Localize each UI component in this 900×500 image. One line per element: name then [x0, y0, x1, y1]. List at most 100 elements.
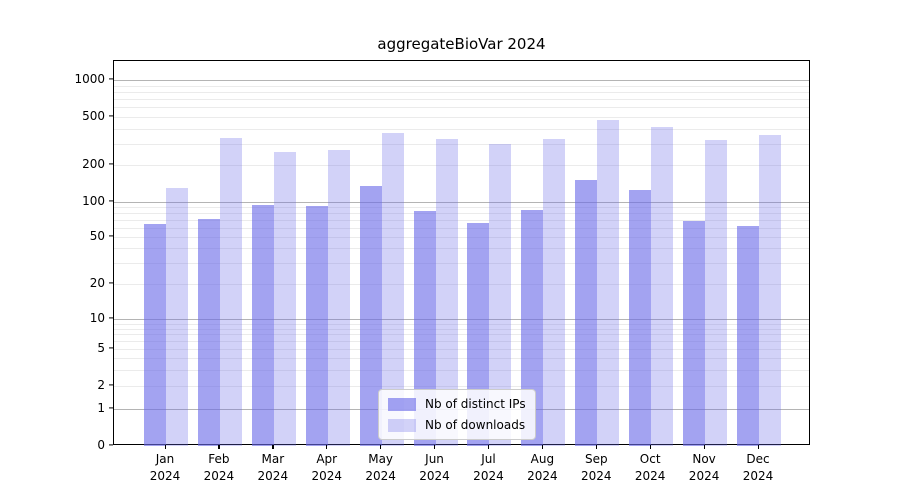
x-tick-month: Aug — [530, 452, 555, 466]
y-tick-label-2: 2 — [97, 378, 105, 392]
x-tick-mark-jul — [487, 445, 490, 449]
y-tick-label-1000: 1000 — [74, 72, 105, 86]
y-tick-label-10: 10 — [89, 311, 105, 325]
bar-downloads-oct — [651, 127, 674, 446]
x-tick-mark-mar — [272, 445, 274, 449]
x-tick-year: 2024 — [473, 468, 504, 483]
x-tick-year: 2024 — [634, 468, 666, 483]
bar-downloads-dec — [759, 134, 781, 446]
x-tick-label-may: May 2024 — [365, 451, 396, 484]
x-tick-label-apr: Apr 2024 — [311, 451, 342, 484]
gridline-major-1000 — [114, 80, 809, 81]
bar-downloads-mar — [273, 152, 296, 446]
x-tick-year: 2024 — [527, 468, 558, 483]
bar-distinct-ips-feb — [197, 218, 220, 446]
gridline-minor-70 — [114, 220, 809, 221]
x-tick-label-mar: Mar 2024 — [258, 451, 289, 484]
gridline-minor-60 — [114, 227, 809, 229]
x-tick-mark-sep — [595, 445, 597, 449]
x-tick-year: 2024 — [257, 468, 289, 483]
x-tick-mark-jun — [434, 445, 436, 449]
y-tick-mark-5 — [108, 347, 113, 349]
gridline-minor-90 — [114, 207, 809, 209]
gridline-major-100 — [114, 202, 809, 203]
x-tick-month: Jul — [481, 452, 496, 466]
gridline-minor-6 — [114, 341, 809, 343]
y-tick-mark-20 — [108, 282, 113, 284]
x-tick-mark-oct — [649, 445, 651, 449]
gridline-minor-300 — [114, 143, 809, 145]
x-tick-label-feb: Feb 2024 — [204, 451, 235, 484]
legend-swatch-distinct-ips — [388, 397, 416, 411]
gridline-minor-800 — [114, 91, 809, 93]
y-tick-label-5: 5 — [97, 341, 105, 355]
gridline-minor-50 — [114, 237, 809, 238]
gridline-minor-500 — [114, 117, 809, 118]
x-tick-mark-feb — [218, 445, 220, 449]
gridline-minor-600 — [114, 107, 809, 109]
x-tick-month: Sep — [584, 452, 608, 466]
bar-distinct-ips-jan — [144, 223, 166, 446]
gridline-minor-4 — [114, 358, 809, 359]
x-tick-mark-aug — [541, 445, 544, 449]
bar-downloads-jul — [489, 143, 512, 446]
y-tick-mark-100 — [108, 200, 113, 202]
legend-label-downloads: Nb of downloads — [425, 418, 526, 432]
x-tick-month: Mar — [261, 452, 285, 466]
bar-distinct-ips-sep — [575, 180, 598, 446]
x-tick-mark-jan — [164, 445, 166, 449]
x-tick-mark-apr — [326, 445, 328, 449]
y-tick-mark-1 — [108, 407, 113, 409]
x-tick-month: Apr — [316, 452, 338, 466]
y-tick-label-1: 1 — [97, 401, 105, 415]
gridline-minor-20 — [114, 284, 809, 285]
y-tick-mark-10 — [108, 317, 113, 319]
y-tick-mark-0 — [108, 444, 113, 446]
gridline-minor-700 — [114, 99, 809, 101]
x-tick-label-jun: Jun 2024 — [419, 451, 450, 484]
bar-downloads-nov — [705, 140, 728, 446]
x-tick-month: May — [368, 452, 394, 466]
x-tick-month: Jun — [425, 452, 444, 466]
gridline-minor-5 — [114, 349, 809, 350]
bar-downloads-may — [381, 133, 404, 446]
x-tick-year: 2024 — [149, 468, 181, 483]
y-tick-label-100: 100 — [82, 194, 105, 208]
x-tick-year: 2024 — [203, 468, 235, 483]
x-tick-mark-dec — [757, 445, 759, 449]
x-tick-month: Dec — [746, 452, 770, 466]
gridline-major-10 — [114, 319, 809, 320]
bar-distinct-ips-oct — [629, 190, 652, 446]
x-tick-label-aug: Aug 2024 — [527, 451, 558, 484]
legend: Nb of distinct IPs Nb of downloads — [378, 389, 536, 440]
bar-distinct-ips-dec — [737, 226, 759, 446]
x-tick-month: Jan — [155, 452, 175, 466]
gridline-minor-7 — [114, 334, 809, 336]
bar-downloads-jan — [166, 187, 188, 446]
y-tick-label-200: 200 — [82, 157, 105, 171]
bar-distinct-ips-apr — [305, 205, 328, 446]
y-tick-mark-1000 — [108, 78, 113, 80]
x-tick-mark-nov — [703, 445, 705, 449]
x-tick-year: 2024 — [419, 468, 450, 483]
x-tick-label-dec: Dec 2024 — [743, 451, 774, 484]
bar-downloads-apr — [327, 150, 350, 446]
y-tick-label-50: 50 — [89, 229, 105, 243]
x-tick-year: 2024 — [580, 468, 612, 483]
x-tick-mark-may — [380, 445, 382, 449]
plot-area: Nb of distinct IPs Nb of downloads — [113, 60, 810, 446]
gridline-minor-200 — [114, 165, 809, 166]
y-tick-label-500: 500 — [82, 109, 105, 123]
bar-downloads-aug — [543, 138, 566, 446]
y-tick-mark-2 — [108, 384, 113, 386]
legend-row-distinct-ips: Nb of distinct IPs — [388, 396, 526, 412]
bar-downloads-jun — [435, 138, 458, 446]
gridline-minor-40 — [114, 248, 809, 250]
gridline-minor-3 — [114, 369, 809, 371]
bar-distinct-ips-may — [359, 185, 382, 446]
chart-title: aggregateBioVar 2024 — [377, 35, 546, 53]
x-tick-label-jul: Jul 2024 — [473, 451, 504, 484]
y-tick-mark-50 — [108, 235, 113, 237]
bar-distinct-ips-nov — [683, 221, 706, 446]
